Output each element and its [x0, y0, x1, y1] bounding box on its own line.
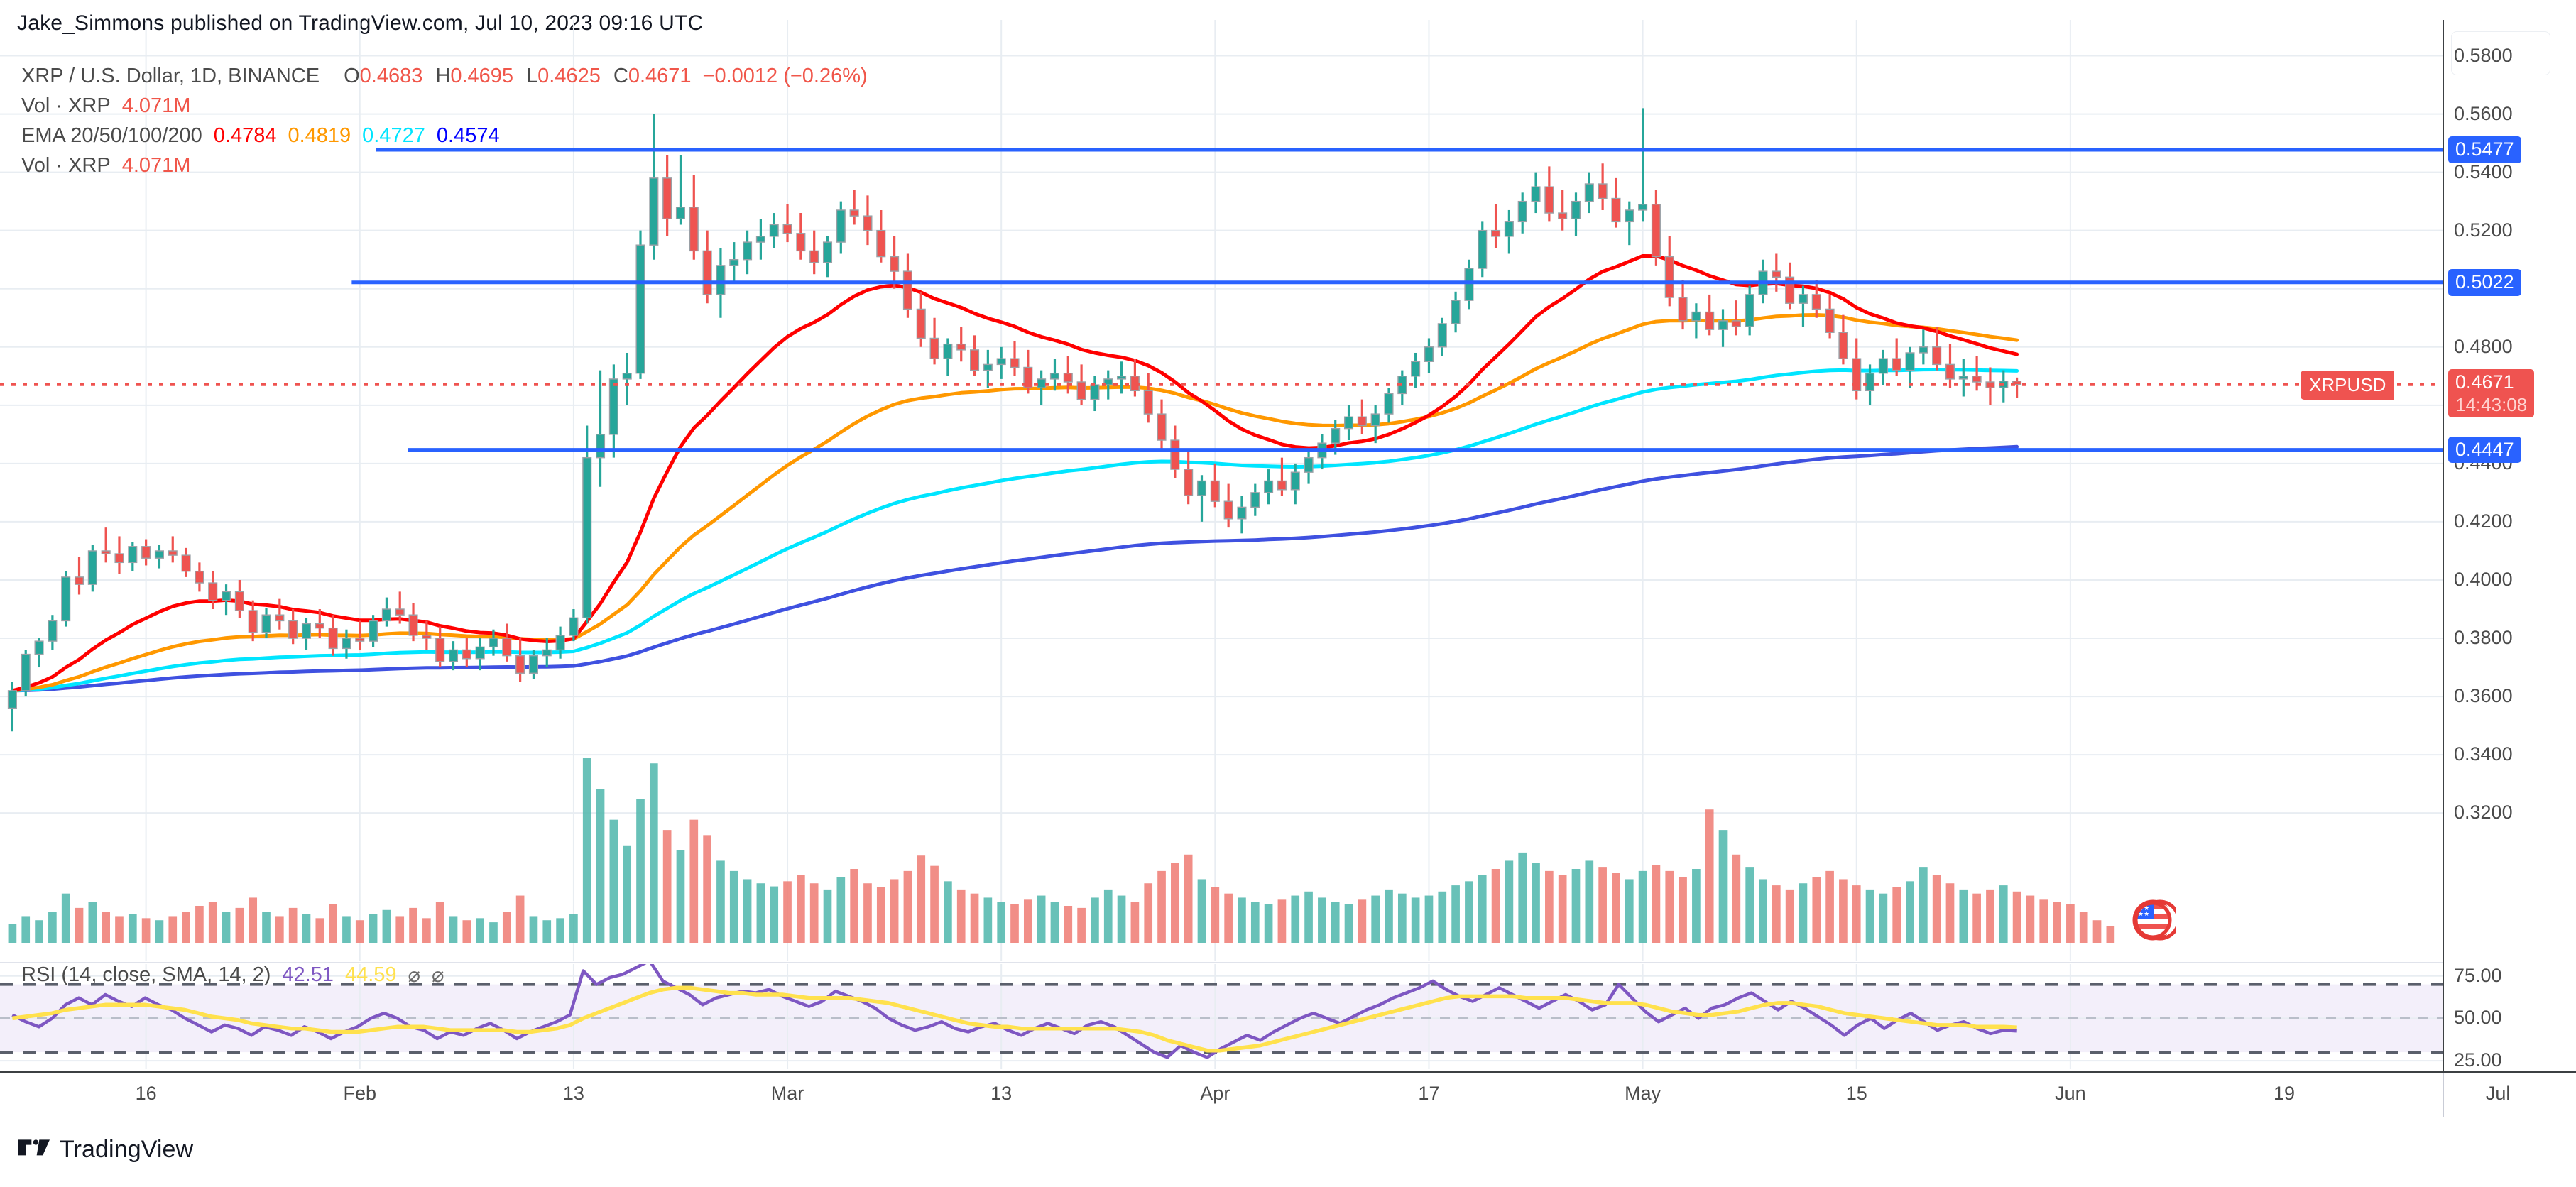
price-axis-tick: 0.3800	[2454, 627, 2513, 649]
price-axis-tick: 0.3600	[2454, 685, 2513, 707]
legend-ema200-value: 0.4574	[436, 124, 500, 147]
price-axis-tick: 0.3400	[2454, 743, 2513, 765]
chart-plot-area[interactable]	[0, 20, 2443, 1071]
legend-low-label: L	[526, 64, 538, 87]
rsi-legend-value: 42.51	[282, 963, 334, 986]
legend-open-value: 0.4683	[359, 64, 423, 87]
rsi-pane[interactable]	[0, 964, 2443, 1069]
legend-high-label: H	[435, 64, 451, 87]
svg-text:★★: ★★	[2138, 904, 2149, 912]
current-price-badge[interactable]: 0.4671 14:43:08	[2448, 368, 2535, 418]
legend-change-value: −0.0012 (−0.26%)	[702, 64, 868, 87]
time-axis-tick: 13	[990, 1083, 1013, 1104]
legend-open-label: O	[344, 64, 360, 87]
level-price-badge[interactable]: 0.5022	[2448, 268, 2521, 296]
time-axis-tick: 13	[562, 1083, 584, 1104]
time-axis-tick: Mar	[770, 1083, 804, 1104]
time-axis-tick: Jul	[2485, 1083, 2511, 1104]
axis-hover-placeholder	[2451, 31, 2550, 75]
price-axis-tick: 0.5800	[2454, 44, 2513, 66]
rsi-legend-empty-1: ⌀	[408, 963, 420, 987]
rsi-legend-sma-value: 44.59	[344, 963, 397, 986]
legend-low-value: 0.4625	[537, 64, 601, 87]
time-axis-divider	[2443, 1073, 2444, 1117]
legend-volume-label: Vol · XRP	[21, 94, 111, 117]
time-axis-tick: 19	[2273, 1083, 2296, 1104]
time-axis-tick: May	[1625, 1083, 1661, 1104]
legend-symbol-row[interactable]: XRP / U.S. Dollar, 1D, BINANCE O 0.4683 H…	[21, 61, 868, 91]
time-axis[interactable]: 16Feb13Mar13Apr17May15Jun19Jul17Aug	[0, 1071, 2576, 1117]
legend-volume-value: 4.071M	[121, 94, 191, 117]
legend-ema50-value: 0.4819	[288, 124, 351, 147]
rsi-axis-tick: 75.00	[2454, 964, 2502, 986]
time-axis-tick: Apr	[1200, 1083, 1230, 1104]
tradingview-brand: TradingView	[60, 1136, 194, 1163]
us-flag-coins-icon[interactable]: ★★★★	[2116, 898, 2176, 942]
level-price-badge[interactable]: 0.5477	[2448, 136, 2521, 163]
badge-time: 14:43:08	[2455, 393, 2528, 415]
price-axis-tick: 0.5400	[2454, 160, 2513, 182]
level-price-badge[interactable]: 0.4447	[2448, 436, 2521, 464]
price-axis-tick: 0.5200	[2454, 219, 2513, 241]
legend-volume-label-2: Vol · XRP	[21, 153, 111, 177]
time-axis-tick: Feb	[343, 1083, 377, 1104]
badge-value: 0.4447	[2455, 438, 2514, 460]
legend-symbol-name: XRP / U.S. Dollar, 1D, BINANCE	[21, 64, 320, 87]
time-axis-tick: 17	[1418, 1083, 1440, 1104]
price-axis-tick: 0.4000	[2454, 568, 2513, 590]
price-pane[interactable]	[0, 20, 2443, 961]
rsi-legend[interactable]: RSI (14, close, SMA, 14, 2) 42.51 44.59 …	[21, 960, 444, 990]
legend-ema-label: EMA 20/50/100/200	[21, 124, 202, 147]
rsi-axis-tick: 50.00	[2454, 1007, 2502, 1029]
svg-text:★★: ★★	[2138, 910, 2149, 917]
price-axis-tick: 0.3200	[2454, 802, 2513, 824]
pane-separator	[0, 962, 2443, 963]
rsi-legend-empty-2: ⌀	[431, 963, 444, 987]
rsi-chart-svg	[0, 964, 2443, 1069]
time-axis-tick: 15	[1845, 1083, 1867, 1104]
legend-volume-value-2: 4.071M	[121, 153, 191, 177]
chart-legend: XRP / U.S. Dollar, 1D, BINANCE O 0.4683 H…	[21, 61, 868, 180]
price-axis-tick: 0.4800	[2454, 335, 2513, 357]
badge-value: 0.5022	[2455, 270, 2514, 292]
price-axis-tick: 0.4200	[2454, 510, 2513, 532]
legend-high-value: 0.4695	[450, 64, 514, 87]
price-axis[interactable]: 0.58000.56000.54000.52000.48000.44000.42…	[2443, 20, 2576, 1071]
rsi-axis-tick: 25.00	[2454, 1049, 2502, 1071]
legend-ema20-value: 0.4784	[213, 124, 277, 147]
tradingview-logo-icon	[18, 1139, 50, 1155]
tradingview-footer[interactable]: TradingView	[18, 1136, 193, 1164]
legend-close-label: C	[613, 64, 628, 87]
legend-ema-row[interactable]: EMA 20/50/100/200 0.4784 0.4819 0.4727 0…	[21, 121, 868, 151]
legend-volume-row-top[interactable]: Vol · XRP 4.071M	[21, 91, 868, 121]
legend-volume-row-bottom[interactable]: Vol · XRP 4.071M	[21, 151, 868, 180]
badge-value: 0.5477	[2455, 138, 2514, 160]
legend-close-value: 0.4671	[628, 64, 692, 87]
rsi-legend-label: RSI (14, close, SMA, 14, 2)	[21, 963, 271, 986]
time-axis-tick: Jun	[2055, 1083, 2086, 1104]
legend-ema100-value: 0.4727	[362, 124, 425, 147]
badge-value: 0.4671	[2455, 371, 2514, 393]
time-axis-tick: 16	[135, 1083, 157, 1104]
symbol-price-tag[interactable]: XRPUSD	[2301, 370, 2395, 400]
price-chart-svg	[0, 20, 2443, 961]
price-axis-tick: 0.5600	[2454, 102, 2513, 124]
